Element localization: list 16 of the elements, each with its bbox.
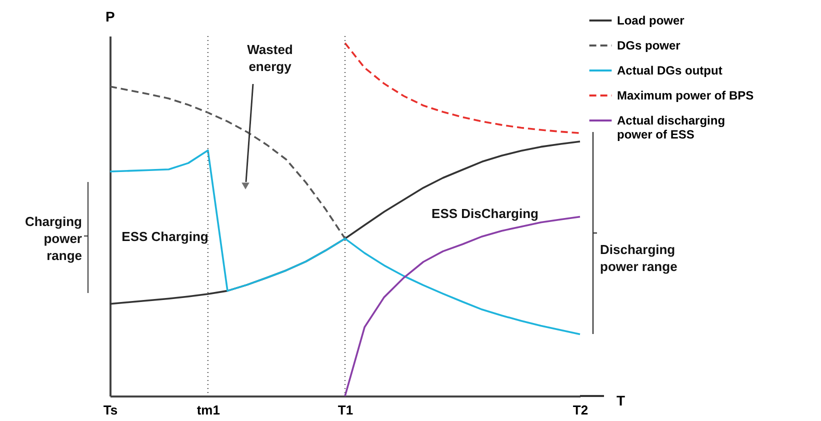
- annotation: ESS DisCharging: [432, 206, 539, 221]
- legend-label: DGs power: [617, 38, 681, 52]
- text: Discharging power range: [600, 242, 678, 274]
- x-tick-label: T1: [338, 402, 354, 418]
- legend-label: Actual discharging power of ESS: [617, 114, 726, 142]
- x-tick-label: tm1: [196, 402, 220, 418]
- x-tick-label: Ts: [103, 402, 118, 418]
- x-tick-label: T2: [572, 402, 588, 418]
- legend-label: Load power: [617, 14, 685, 28]
- text: Charging power range: [24, 214, 82, 263]
- annotation: Wasted energy: [247, 42, 293, 74]
- legend-label: Maximum power of BPS: [617, 88, 754, 102]
- y-axis-title: P: [106, 8, 115, 24]
- annotation: ESS Charging: [122, 229, 208, 244]
- x-axis-title: T: [616, 392, 626, 408]
- legend-label: Actual DGs output: [617, 64, 722, 78]
